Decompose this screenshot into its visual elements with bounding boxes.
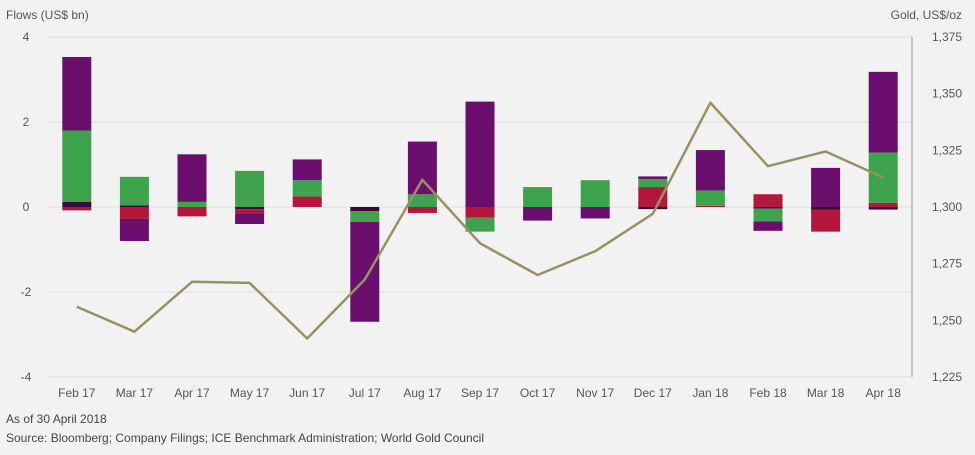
bar-segment-green (350, 211, 380, 222)
bar-segment-purple (868, 71, 898, 153)
bar-segment-red (695, 205, 725, 207)
right-tick-label: 1,275 (932, 257, 962, 271)
bar-segment-red (811, 209, 841, 232)
category-label: Apr 18 (866, 386, 902, 400)
bar-segment-green (753, 208, 783, 222)
bar-segment-purple (235, 213, 265, 224)
bar-segment-dark (638, 207, 668, 210)
bar-segment-red (62, 207, 92, 211)
bar-segment-purple (753, 221, 783, 231)
category-label: Sep 17 (461, 386, 499, 400)
bar-segment-dark (350, 207, 380, 212)
bar-segment-dark (868, 207, 898, 210)
bar-segment-purple (119, 218, 149, 241)
bar-segment-green (580, 180, 610, 207)
left-tick-label: 2 (23, 115, 30, 129)
left-axis-title: Flows (US$ bn) (6, 8, 89, 22)
category-label: Jan 18 (692, 386, 728, 400)
bar-segment-red (868, 202, 898, 207)
right-tick-label: 1,225 (932, 370, 962, 384)
bar-segment-green (407, 194, 437, 207)
category-label: Jun 17 (289, 386, 325, 400)
bar-segment-green (177, 201, 207, 207)
category-label: Apr 17 (174, 386, 210, 400)
right-tick-label: 1,250 (932, 313, 962, 327)
bar-segment-dark (811, 207, 841, 210)
bar-segment-purple (350, 221, 380, 322)
bar-segment-red (465, 207, 495, 218)
source-note: Source: Bloomberg; Company Filings; ICE … (6, 431, 484, 445)
bar-segment-green (638, 178, 668, 188)
bar-segment-green (292, 180, 322, 197)
right-tick-label: 1,325 (932, 143, 962, 157)
bar-segment-red (292, 196, 322, 207)
category-label: Dec 17 (634, 386, 672, 400)
bar-segment-green (119, 176, 149, 206)
bar-segment-red (753, 194, 783, 207)
category-label: Feb 18 (749, 386, 787, 400)
bar-segment-purple (580, 207, 610, 219)
bar-segment-purple (638, 176, 668, 179)
bar-segment-green (235, 170, 265, 207)
right-tick-label: 1,375 (932, 30, 962, 44)
bar-segment-green (465, 217, 495, 232)
category-label: Jul 17 (349, 386, 381, 400)
bar-segment-red (177, 207, 207, 217)
right-tick-label: 1,300 (932, 200, 962, 214)
category-label: Aug 17 (403, 386, 441, 400)
left-tick-label: 4 (23, 30, 30, 44)
left-tick-label: -2 (21, 285, 32, 299)
bar-segment-green (868, 152, 898, 203)
bar-segment-purple (523, 207, 553, 221)
bar-segment-red (235, 209, 265, 214)
bar-segment-purple (292, 159, 322, 181)
category-label: Oct 17 (520, 386, 556, 400)
bar-segment-red (407, 207, 437, 213)
bar-segment-purple (695, 150, 725, 191)
bar-segment-red (638, 187, 668, 207)
category-label: Mar 18 (807, 386, 845, 400)
category-label: Feb 17 (58, 386, 96, 400)
bar-segment-purple (465, 101, 495, 207)
bar-segment-dark (62, 201, 92, 207)
as-of-note: As of 30 April 2018 (6, 412, 107, 426)
bar-segment-dark (119, 205, 149, 207)
bar-segment-green (62, 130, 92, 202)
gold-price-line (76, 101, 884, 340)
left-tick-label: -4 (21, 370, 32, 384)
right-tick-label: 1,350 (932, 87, 962, 101)
right-axis-title: Gold, US$/oz (891, 8, 962, 22)
bar-segment-purple (177, 154, 207, 202)
category-label: Mar 17 (116, 386, 154, 400)
left-tick-label: 0 (23, 200, 30, 214)
bar-segment-purple (811, 167, 841, 207)
bar-segment-red (119, 207, 149, 219)
bar-segment-green (695, 190, 725, 206)
bar-segment-green (523, 187, 553, 207)
category-label: Nov 17 (576, 386, 614, 400)
bar-segment-dark (235, 207, 265, 210)
bar-segment-purple (62, 56, 92, 131)
category-label: May 17 (230, 386, 270, 400)
bar-segment-purple (407, 141, 437, 195)
bar-segment-dark (753, 207, 783, 209)
